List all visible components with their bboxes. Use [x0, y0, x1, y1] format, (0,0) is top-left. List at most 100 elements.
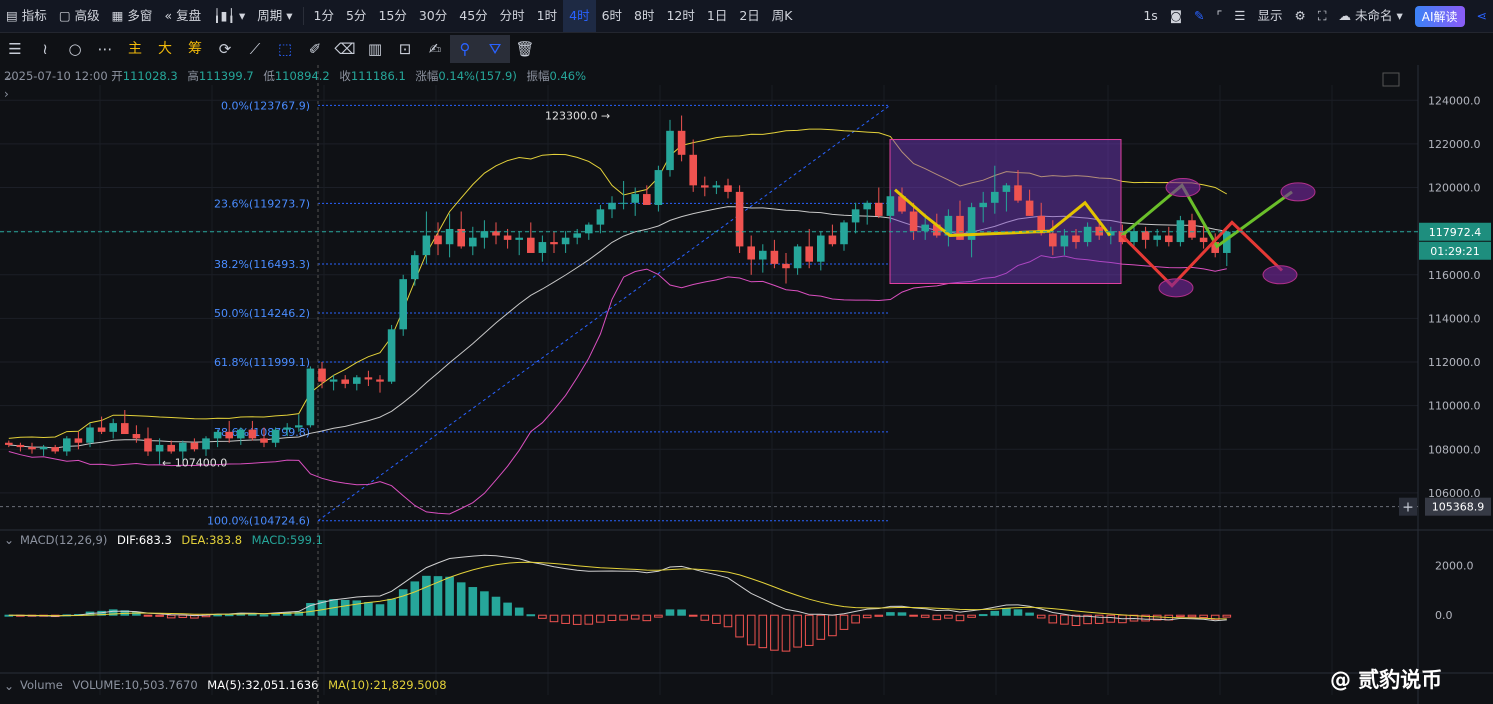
- fullscreen-icon[interactable]: ⛶: [1317, 8, 1327, 23]
- candle-body: [399, 279, 407, 330]
- candle-body: [1072, 235, 1080, 243]
- note-icon[interactable]: ✍: [428, 40, 442, 58]
- multi-window-button[interactable]: ▦ 多窗: [111, 8, 153, 23]
- scenario-up-line: [1121, 183, 1293, 249]
- high-value: 111399.7: [198, 69, 254, 83]
- macd-bar: [387, 598, 396, 616]
- candle-body: [1049, 233, 1057, 247]
- change-value: 0.14%(157.9): [438, 69, 517, 83]
- macd-bar: [584, 614, 594, 625]
- ruler-icon[interactable]: ⟋: [249, 40, 261, 58]
- candle-body: [109, 423, 117, 432]
- interval-4[interactable]: 45分: [459, 8, 488, 23]
- interval-12[interactable]: 2日: [739, 8, 760, 23]
- select-tool-icon[interactable]: ⬚: [277, 40, 293, 58]
- low-label: 低: [263, 69, 275, 83]
- magnet-icon[interactable]: ⚲: [450, 35, 480, 63]
- camera-icon[interactable]: ◙: [1169, 8, 1182, 23]
- big-button[interactable]: 大: [158, 41, 172, 57]
- ohlc-info: 2025-07-10 12:00 开111028.3 高111399.7 低11…: [4, 68, 592, 84]
- interval-2[interactable]: 15分: [378, 8, 407, 23]
- macd-bar: [909, 614, 918, 617]
- chart-type-button[interactable]: ╽▮╽ ▾: [207, 0, 251, 32]
- macd-legend: MACD(12,26,9) DIF:683.3 DEA:383.8 MACD:5…: [20, 533, 323, 547]
- pen-icon[interactable]: ✐: [308, 40, 322, 58]
- main-button[interactable]: 主: [128, 41, 142, 57]
- candle-body: [643, 194, 651, 205]
- menu-icon[interactable]: ☰: [8, 40, 22, 58]
- interval-13[interactable]: 周K: [771, 8, 793, 23]
- interval-6[interactable]: 1时: [536, 8, 558, 23]
- macd-bar: [955, 614, 965, 622]
- interval-11[interactable]: 1日: [706, 8, 728, 23]
- interval-8[interactable]: 6时: [601, 8, 623, 23]
- speed-button[interactable]: 1s: [1143, 8, 1158, 23]
- layout-name: 未命名: [1355, 8, 1393, 23]
- macd-bar: [712, 614, 721, 624]
- macd-bar: [201, 614, 211, 618]
- interval-10[interactable]: 12时: [666, 8, 695, 23]
- lock-icon[interactable]: ⊡: [398, 40, 412, 58]
- macd-bar: [1013, 609, 1023, 616]
- macd-bar: [74, 614, 83, 617]
- filter-icon[interactable]: ⛛: [480, 35, 510, 63]
- macd-bar: [1025, 612, 1034, 616]
- chips-button[interactable]: 筹: [188, 41, 202, 57]
- volume-ma10: MA(10):21,829.5008: [328, 678, 447, 692]
- sync-icon[interactable]: ⟳: [218, 40, 232, 58]
- eraser-icon[interactable]: ⌫: [334, 40, 356, 58]
- display-button[interactable]: 显示: [1257, 8, 1283, 23]
- macd-tick: 0.0: [1435, 609, 1453, 622]
- macd-bar: [491, 596, 501, 616]
- macd-bar: [944, 614, 953, 619]
- macd-bar: [978, 614, 988, 617]
- top-right-controls: 1s ◙ ✎ ⌜ ☰ 显示 ⚙ ⛶ ☁ 未命名 ▾ AI解读 ⋖: [1137, 0, 1493, 32]
- trash-icon[interactable]: 🗑: [515, 40, 535, 58]
- gear-icon[interactable]: ⚙: [1294, 8, 1306, 23]
- candle-body: [770, 250, 779, 264]
- change-label: 涨幅: [415, 69, 439, 83]
- corner-icon[interactable]: ⌜: [1216, 8, 1223, 23]
- ai-analysis-button[interactable]: AI解读: [1414, 5, 1465, 27]
- macd-bar: [1222, 614, 1232, 618]
- candle-body: [97, 427, 106, 432]
- macd-bar: [688, 614, 698, 617]
- interval-1[interactable]: 5分: [345, 8, 367, 23]
- crosshair-price-tag: [1425, 497, 1491, 516]
- advanced-button[interactable]: ▢ 高级: [58, 8, 100, 23]
- wave-icon[interactable]: ≀: [42, 40, 48, 58]
- pencil-icon[interactable]: ✎: [1193, 8, 1205, 23]
- interval-7[interactable]: 4时: [563, 0, 596, 32]
- boll-mid-line: [8, 206, 1227, 449]
- share-icon[interactable]: ⋖: [1476, 8, 1487, 23]
- candle-body: [817, 235, 825, 262]
- candle-body: [608, 202, 616, 210]
- interval-5[interactable]: 分时: [499, 8, 525, 23]
- macd-value: MACD:599.1: [251, 533, 323, 547]
- add-alert-button: [1399, 497, 1417, 516]
- circle-icon[interactable]: ○: [68, 40, 82, 58]
- advanced-label: 高级: [74, 8, 100, 23]
- macd-bar: [793, 614, 802, 648]
- candle-body: [886, 196, 895, 216]
- macd-dea: DEA:383.8: [181, 533, 243, 547]
- cloud-button[interactable]: ☁ 未命名 ▾: [1338, 8, 1403, 23]
- interval-9[interactable]: 8时: [634, 8, 655, 23]
- period-button[interactable]: 周期 ▾: [257, 8, 293, 23]
- indicator-button[interactable]: ▤ 指标: [6, 8, 47, 23]
- bars-icon[interactable]: ▥: [367, 40, 383, 58]
- interval-0[interactable]: 1分: [313, 8, 334, 23]
- candle-body: [840, 222, 848, 245]
- target-ellipse: [1280, 182, 1316, 202]
- candle-body: [376, 379, 384, 382]
- candle-body: [921, 224, 929, 232]
- macd-bar: [1094, 614, 1104, 624]
- macd-bar: [271, 613, 280, 616]
- list-icon[interactable]: ☰: [1234, 8, 1246, 23]
- candle-body: [457, 228, 465, 247]
- replay-button[interactable]: « 复盘: [164, 8, 202, 23]
- interval-3[interactable]: 30分: [418, 8, 448, 23]
- more-icon[interactable]: ⋯: [97, 40, 113, 58]
- candle-body: [1037, 215, 1045, 234]
